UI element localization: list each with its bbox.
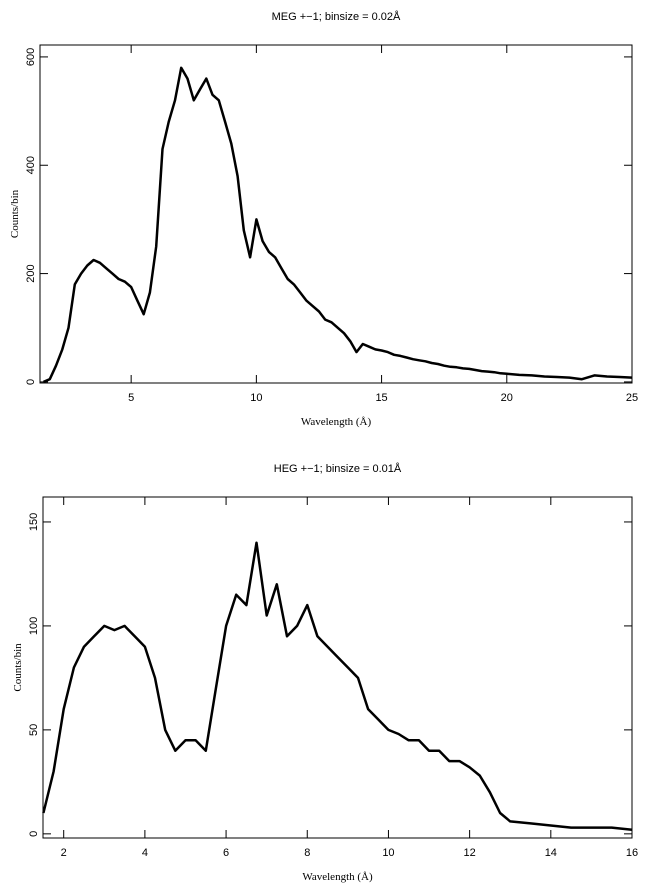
y-axis-label: Counts/bin	[9, 189, 21, 238]
y-tick-label: 0	[25, 379, 37, 385]
x-tick-label: 5	[128, 392, 134, 404]
plot-frame	[42, 496, 633, 839]
y-tick-label: 200	[25, 264, 37, 282]
x-tick-label: 15	[375, 392, 387, 404]
x-tick-label: 25	[626, 392, 638, 404]
x-tick-label: 12	[464, 847, 476, 859]
y-tick-label: 400	[25, 156, 37, 174]
spectrum-line	[43, 66, 633, 384]
y-tick-label: 0	[28, 831, 40, 837]
chart-title: HEG +−1; binsize = 0.01Å	[274, 462, 402, 475]
y-tick-label: 600	[25, 48, 37, 66]
x-tick-label: 20	[501, 392, 513, 404]
x-tick-label: 2	[61, 847, 67, 859]
y-tick-label: 100	[28, 617, 40, 635]
y-axis-label: Counts/bin	[12, 643, 24, 692]
x-tick-label: 10	[382, 847, 394, 859]
x-tick-label: 16	[626, 847, 638, 859]
y-tick-label: 150	[28, 513, 40, 531]
x-tick-label: 10	[250, 392, 262, 404]
x-tick-label: 14	[545, 847, 557, 859]
spectrum-line	[42, 541, 633, 831]
plot-frame	[39, 44, 633, 384]
x-tick-label: 8	[304, 847, 310, 859]
y-tick-label: 50	[28, 724, 40, 736]
x-axis-label: Wavelength (Å)	[301, 416, 372, 428]
x-tick-label: 6	[223, 847, 229, 859]
chart-title: MEG +−1; binsize = 0.02Å	[272, 10, 401, 23]
x-axis-label: Wavelength (Å)	[302, 871, 373, 883]
x-tick-label: 4	[142, 847, 148, 859]
